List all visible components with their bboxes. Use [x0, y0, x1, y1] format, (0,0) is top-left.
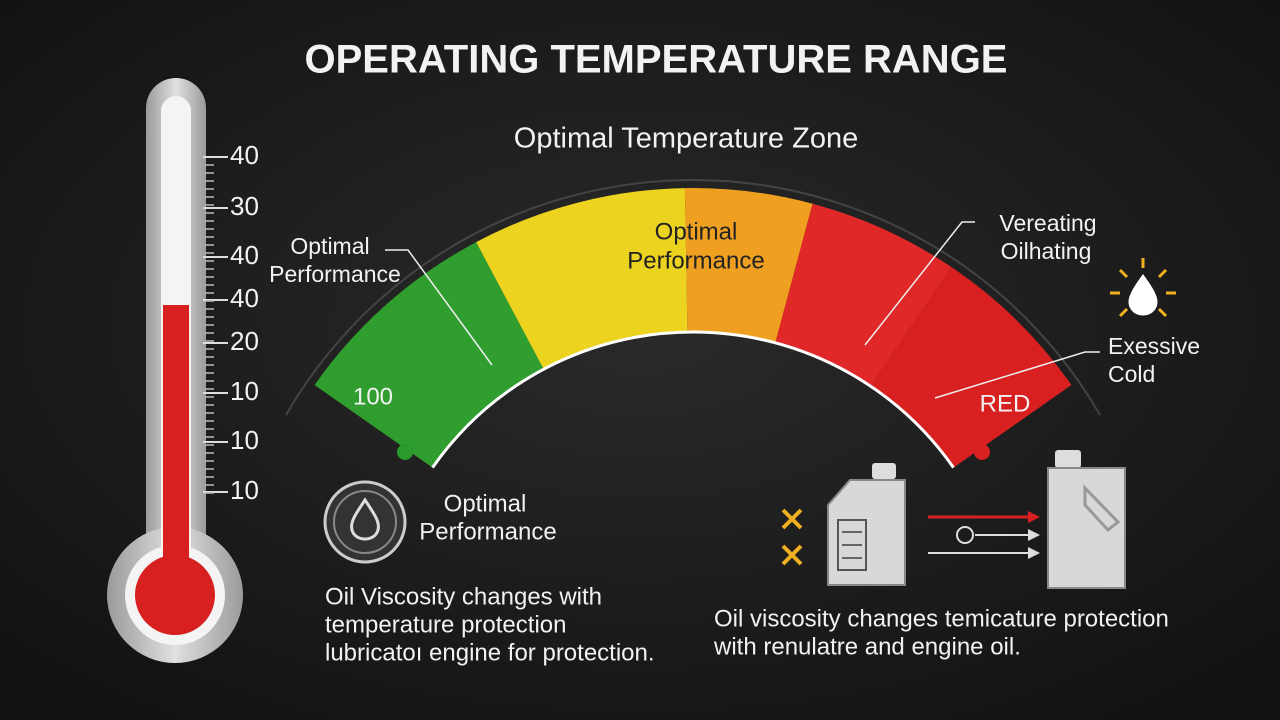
gauge-segment [870, 266, 1072, 468]
thermometer [107, 78, 243, 663]
scale-label: 30 [230, 191, 259, 221]
scale-label: 40 [230, 240, 259, 270]
panel-text: with renulatre and engine oil. [713, 633, 1021, 660]
gauge-dot [974, 444, 990, 460]
callout: Oilhating [1001, 238, 1092, 264]
gauge-outline [285, 179, 1101, 416]
sun-icon [1110, 258, 1176, 318]
panel-text: Oil Viscosity changes with [325, 583, 602, 610]
thermometer-ticks: 40 30 40 40 20 10 10 10 [203, 140, 259, 505]
gauge-segment [314, 242, 544, 468]
callout: Cold [1108, 361, 1155, 387]
scale-label: 10 [230, 425, 259, 455]
panel-label: Optimal [444, 490, 527, 517]
panel-text: Oil viscosity changes temicature protect… [714, 605, 1169, 632]
gauge-segment [476, 188, 688, 370]
scale-label: 40 [230, 283, 259, 313]
panel-label: Performance [419, 518, 556, 545]
gauge-start-label: 100 [353, 383, 393, 410]
scale-label: 10 [230, 376, 259, 406]
gauge-dot [397, 444, 413, 460]
callout: Performance [269, 261, 401, 287]
title: OPERATING TEMPERATURE RANGE [305, 38, 1008, 82]
scale-label: 10 [230, 475, 259, 505]
callout-lines [385, 221, 1100, 399]
gauge-segment [684, 187, 813, 343]
oil-icons [781, 450, 1126, 589]
gauge-end-label: RED [980, 390, 1031, 417]
gauge-segment [775, 203, 952, 387]
scale-label: 20 [230, 326, 259, 356]
callout: Optimal [290, 233, 369, 259]
gauge-center-label: Performance [627, 247, 764, 274]
gauge-center-label: Optimal [655, 218, 738, 245]
panel-text: temperature protection [325, 611, 566, 638]
panel-text: lubricatoı engine for protection. [325, 639, 655, 666]
scale-label: 40 [230, 140, 259, 170]
subtitle: Optimal Temperature Zone [514, 123, 858, 155]
callout: Vereating [999, 210, 1096, 236]
drop-icon [323, 480, 407, 564]
gauge [285, 179, 1101, 469]
gauge-edge [431, 330, 955, 469]
callout: Exessive [1108, 333, 1200, 359]
